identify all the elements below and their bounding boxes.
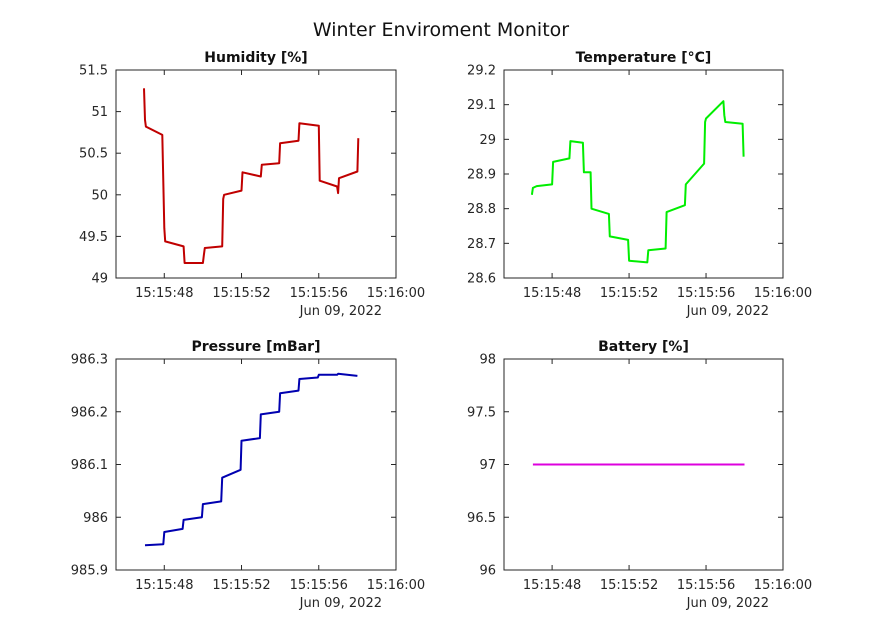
humidity-subplot: Humidity [%] 49 49.5 50 50.5 51 51.5 15:15:48 15… <box>79 50 425 319</box>
pressure-date-label: Jun 09, 2022 <box>299 596 382 611</box>
battery-xtick-label: 15:15:52 <box>600 578 658 593</box>
battery-title: Battery [%] <box>598 339 689 355</box>
temperature-xtick-label: 15:16:00 <box>754 286 812 301</box>
pressure-ytick-label: 986.3 <box>71 353 108 368</box>
battery-ytick-label: 96 <box>479 564 496 579</box>
pressure-xtick-label: 15:15:52 <box>212 578 270 593</box>
temperature-xtick-label: 15:15:56 <box>677 286 735 301</box>
temperature-ytick-label: 28.7 <box>467 237 496 252</box>
pressure-ytick-label: 985.9 <box>71 564 108 579</box>
humidity-xtick-label: 15:16:00 <box>367 286 425 301</box>
humidity-ytick-label: 50 <box>91 188 108 203</box>
humidity-xtick-label: 15:15:48 <box>135 286 193 301</box>
pressure-xtick-label: 15:16:00 <box>367 578 425 593</box>
battery-date-label: Jun 09, 2022 <box>686 596 769 611</box>
humidity-ytick-label: 51 <box>91 105 108 120</box>
temperature-date-label: Jun 09, 2022 <box>686 304 769 319</box>
temperature-ytick-label: 28.8 <box>467 202 496 217</box>
pressure-xtick-label: 15:15:48 <box>135 578 193 593</box>
pressure-series-line <box>144 372 358 547</box>
humidity-ytick-label: 49.5 <box>79 230 108 245</box>
humidity-xtick-label: 15:15:52 <box>212 286 270 301</box>
battery-ytick-label: 97.5 <box>467 405 496 420</box>
pressure-xtick-label: 15:15:56 <box>290 578 348 593</box>
battery-ytick-label: 97 <box>479 458 496 473</box>
temperature-ytick-label: 29 <box>479 133 496 148</box>
temperature-ytick-label: 28.9 <box>467 168 496 183</box>
temperature-ytick-label: 28.6 <box>467 272 496 287</box>
temperature-title: Temperature [°C] <box>576 50 712 66</box>
pressure-ytick-label: 986.2 <box>71 405 108 420</box>
humidity-axes-box <box>115 69 397 279</box>
temperature-ytick-label: 29.1 <box>467 98 496 113</box>
temperature-axes-box <box>503 69 784 279</box>
battery-subplot: Battery [%] 96 96.5 97 97.5 98 15:15:48 15:15:5… <box>467 339 812 611</box>
temperature-xtick-label: 15:15:48 <box>523 286 581 301</box>
battery-xtick-label: 15:15:48 <box>523 578 581 593</box>
battery-xtick-label: 15:15:56 <box>677 578 735 593</box>
pressure-ytick-label: 986 <box>83 511 108 526</box>
pressure-ytick-label: 986.1 <box>71 458 108 473</box>
pressure-subplot: Pressure [mBar] 985.9 986 986.1 986.2 986.3 15… <box>71 339 425 611</box>
temperature-series-line <box>530 100 745 264</box>
temperature-subplot: Temperature [°C] 28.6 28.7 28.8 28.9 29 29.1 29… <box>467 50 812 319</box>
humidity-ytick-label: 50.5 <box>79 147 108 162</box>
battery-xtick-label: 15:16:00 <box>754 578 812 593</box>
humidity-date-label: Jun 09, 2022 <box>299 304 382 319</box>
humidity-title: Humidity [%] <box>204 50 307 66</box>
figure-title: Winter Enviroment Monitor <box>313 19 569 41</box>
humidity-xtick-label: 15:15:56 <box>290 286 348 301</box>
battery-ytick-label: 98 <box>479 353 496 368</box>
humidity-ytick-label: 51.5 <box>79 64 108 79</box>
pressure-title: Pressure [mBar] <box>192 339 321 355</box>
temperature-xtick-label: 15:15:52 <box>600 286 658 301</box>
humidity-ytick-label: 49 <box>91 272 108 287</box>
battery-ytick-label: 96.5 <box>467 511 496 526</box>
pressure-axes-box <box>115 358 397 571</box>
temperature-ytick-label: 29.2 <box>467 64 496 79</box>
humidity-series-line <box>143 88 360 264</box>
subplot-grid: Humidity [%] 49 49.5 50 50.5 51 51.5 15:15:48 15… <box>71 50 812 611</box>
